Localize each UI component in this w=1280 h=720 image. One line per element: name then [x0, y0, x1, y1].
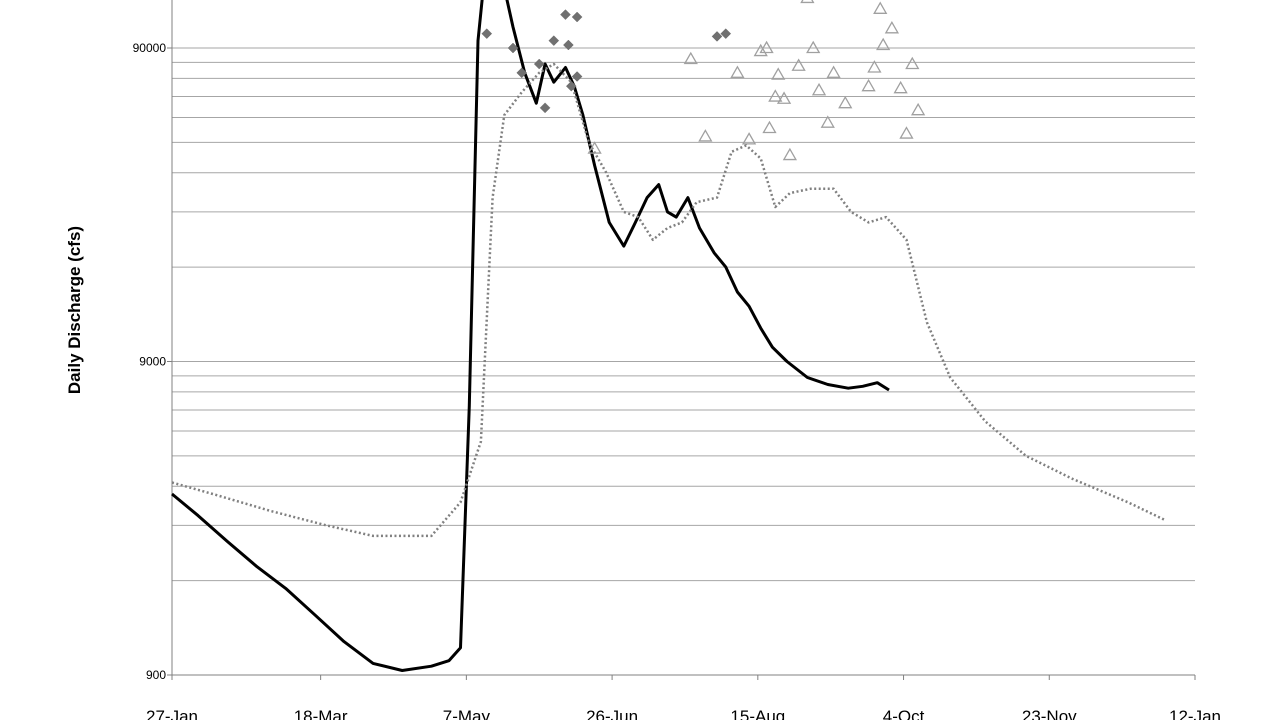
x-tick-label: 12-Jan — [1169, 707, 1221, 720]
diamond-marker — [571, 11, 583, 23]
triangle-marker — [873, 1, 888, 14]
triangle-marker — [861, 78, 876, 92]
x-tick-label: 23-Nov — [1022, 707, 1077, 720]
triangle-marker — [698, 129, 713, 142]
triangle-marker — [820, 115, 835, 128]
triangle-marker — [791, 58, 806, 71]
diamond-marker — [516, 67, 528, 79]
diamond-marker — [720, 28, 732, 40]
diamond-marker — [539, 102, 551, 114]
triangle-marker — [806, 40, 821, 54]
diamond-marker — [533, 58, 545, 70]
triangle-marker — [782, 147, 798, 161]
gridlines — [172, 47, 1195, 676]
triangle-marker — [811, 82, 827, 96]
triangle-marker — [587, 141, 602, 154]
series-line-solid — [171, 0, 890, 672]
y-axis-label: Daily Discharge (cfs) — [65, 226, 84, 394]
diamond-marker — [565, 80, 577, 92]
diamond-marker — [507, 42, 519, 54]
triangle-marker — [753, 43, 768, 57]
triangle-marker — [759, 40, 774, 54]
diamond-marker — [711, 31, 723, 42]
x-tick-label: 27-Jan — [146, 707, 198, 720]
triangle-marker — [838, 95, 853, 109]
triangle-marker — [768, 89, 783, 102]
y-tick-label: 90000 — [133, 41, 167, 55]
y-tick-label: 900 — [146, 668, 166, 682]
triangle-marker — [776, 91, 792, 104]
x-tick-label: 7-May — [443, 707, 491, 720]
x-tick-label: 4-Oct — [883, 707, 925, 720]
series-line-dotted — [171, 62, 1167, 538]
x-tick-label: 18-Mar — [294, 707, 348, 720]
triangle-marker — [910, 102, 926, 116]
triangle-marker — [741, 132, 757, 145]
triangle-marker — [730, 65, 745, 78]
diamond-marker — [560, 9, 571, 20]
diamond-marker — [571, 71, 583, 82]
triangle-marker — [899, 126, 914, 139]
triangle-marker — [800, 0, 815, 4]
triangle-marker — [826, 65, 841, 78]
triangle-marker — [884, 21, 900, 34]
triangle-marker — [893, 80, 908, 94]
x-tick-label: 26-Jun — [586, 707, 638, 720]
axes — [167, 0, 1196, 680]
triangle-marker — [905, 56, 920, 70]
triangle-marker — [771, 67, 786, 80]
diamond-marker — [563, 39, 574, 51]
marker-series — [481, 0, 926, 161]
triangle-marker — [876, 37, 891, 51]
diamond-marker — [481, 28, 493, 40]
tick-labels: 900 9000 90000 27-Jan 18-Mar 7-May 26-Jun 15-Au… — [133, 41, 1221, 720]
triangle-marker — [683, 51, 698, 65]
diamond-marker — [548, 35, 560, 46]
y-tick-label: 9000 — [139, 355, 166, 369]
triangle-marker — [867, 60, 882, 73]
x-tick-label: 15-Aug — [730, 707, 785, 720]
triangle-marker — [762, 120, 777, 134]
series-lines — [171, 0, 1167, 672]
